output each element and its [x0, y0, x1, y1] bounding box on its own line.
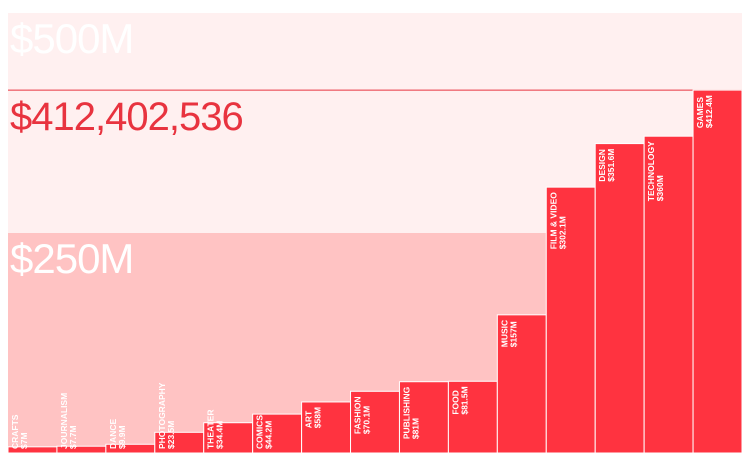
bar	[496, 314, 547, 454]
bar-label: ART $58M	[304, 407, 323, 428]
y-tick-label: $500M	[10, 15, 133, 62]
bar	[692, 89, 743, 454]
bar	[398, 381, 449, 454]
value-label: $81M	[410, 418, 420, 439]
y-tick-label: $250M	[10, 235, 133, 282]
category-label: FOOD	[450, 390, 460, 415]
value-label: $360M	[655, 175, 665, 201]
value-label: $23.5M	[166, 421, 176, 449]
bar-label: COMICS $44.2M	[255, 415, 274, 449]
bar-label: MUSIC$157M	[499, 320, 518, 347]
category-label: DANCE	[108, 418, 118, 449]
value-label: $7M	[19, 432, 29, 449]
bar	[301, 401, 352, 454]
bar	[447, 380, 498, 454]
category-label: GAMES	[695, 97, 705, 129]
category-label: PUBLISHING	[401, 386, 411, 439]
value-label: $58M	[313, 407, 323, 428]
bar	[643, 135, 694, 454]
category-label: DESIGN	[597, 149, 607, 182]
category-label: PHOTOGRAPHY	[157, 382, 167, 449]
category-label: MUSIC	[499, 320, 509, 347]
category-label: FASHION	[353, 396, 363, 434]
value-label: $9.9M	[117, 425, 127, 449]
value-label: $7.7M	[68, 425, 78, 449]
bar-label: DANCE $9.9M	[108, 418, 127, 449]
bar-label: PHOTOGRAPHY $23.5M	[157, 382, 176, 449]
category-label: JOURNALISM	[59, 393, 69, 449]
category-label: CRAFTS	[10, 414, 20, 449]
bar-label: FOOD $81.5M	[450, 386, 469, 414]
value-label: $351.6M	[606, 149, 616, 182]
bar-label: CRAFTS $7M	[10, 414, 29, 449]
bar-label: FASHION $70.1M	[353, 396, 372, 434]
bar-label: JOURNALISM $7.7M	[59, 393, 78, 449]
bar	[545, 186, 596, 454]
value-label: $81.5M	[459, 386, 469, 414]
category-label: ART	[304, 410, 314, 428]
category-label: TECHNOLOGY	[646, 141, 656, 201]
bar-label: TECHNOLOGY $360M	[646, 141, 665, 201]
bar-label: THEATER $34.4M	[206, 409, 225, 449]
bar	[594, 143, 645, 454]
value-label: $157M	[508, 321, 518, 347]
value-label: $34.4M	[215, 421, 225, 449]
bar	[203, 422, 254, 454]
max-label: $412,402,536	[10, 95, 243, 139]
bar	[252, 413, 303, 454]
bar-label: GAMES $412.4M	[695, 95, 714, 128]
bar-label: FILM & VIDEO $302.1M	[548, 192, 567, 250]
category-label: FILM & VIDEO	[548, 192, 558, 250]
bar-label: PUBLISHING $81M	[401, 386, 420, 439]
bar-label: DESIGN $351.6M	[597, 149, 616, 182]
value-label: $302.1M	[557, 216, 567, 249]
value-label: $70.1M	[362, 406, 372, 434]
value-label: $44.2M	[264, 421, 274, 449]
bar	[350, 390, 400, 454]
category-label: COMICS	[255, 415, 265, 449]
value-label: $412.4M	[704, 95, 714, 128]
category-label: THEATER	[206, 409, 216, 449]
